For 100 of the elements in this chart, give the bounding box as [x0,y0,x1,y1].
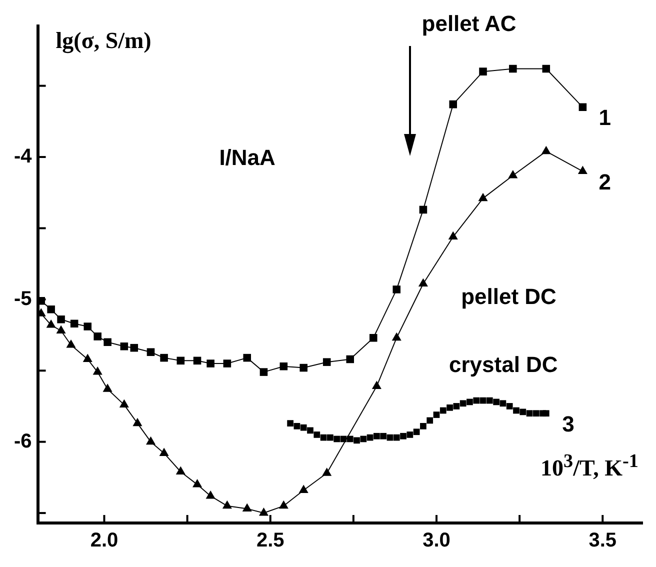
point [406,432,414,438]
point [130,344,138,352]
point [146,436,156,445]
series-label: 3 [562,411,574,436]
point [413,428,420,436]
point [420,422,426,430]
point [449,100,457,108]
point [466,398,473,406]
point [400,432,406,440]
point [56,325,66,334]
point [66,339,76,348]
point [94,332,102,340]
point [46,320,56,328]
point [448,231,458,240]
point [104,338,112,346]
point [206,360,214,368]
x-tick-label: 2.5 [256,530,284,552]
point [70,320,78,328]
point [372,380,382,390]
annotation: I/NaA [219,145,276,172]
point [132,418,142,426]
y-tick-label: -5 [14,288,32,310]
series-label: 1 [598,105,611,130]
point [500,400,506,407]
point [419,206,428,214]
point [374,432,380,440]
point [222,500,232,509]
point [287,420,294,426]
point [192,479,202,488]
point [307,427,314,434]
point [460,400,466,407]
point [160,354,168,362]
series-label: 2 [598,169,611,194]
point [193,356,202,365]
point [513,407,520,414]
point [176,356,185,365]
annotation: crystal DC [448,352,558,378]
point [300,424,307,431]
point [360,436,367,442]
point [120,342,128,350]
point [294,422,300,430]
annotation: pellet DC [461,284,556,310]
point [453,403,460,410]
point [479,68,487,76]
point [102,384,112,392]
point [446,404,453,411]
point [82,354,92,362]
point [440,407,446,414]
y-tick-label: -6 [14,430,32,452]
point [243,354,251,362]
point [334,436,340,442]
point [520,408,526,416]
point [322,468,332,476]
x-tick-label: 3.5 [588,530,617,552]
point [380,432,387,440]
point [84,322,92,330]
point [159,448,169,456]
point [346,436,354,442]
point [92,366,102,375]
point [326,434,334,441]
point [493,398,500,406]
point [541,146,551,154]
y-axis-title: lg(σ, S/m) [56,28,152,54]
point [223,360,232,368]
point [258,508,268,516]
point [508,170,518,178]
point [426,417,434,424]
point [532,410,540,417]
point [314,432,320,438]
point [486,397,493,404]
point [578,103,587,112]
point [418,278,428,287]
point [393,434,400,441]
point [392,286,401,294]
point [506,403,513,410]
point [473,397,480,404]
point [578,166,588,174]
point [176,466,186,474]
point [280,362,288,370]
x-axis-title: 10$^{3}$/T, K$^{-1}$ [540,451,638,482]
point [260,368,268,376]
point [542,64,550,73]
point [146,348,155,356]
point [542,410,550,417]
point [509,64,517,73]
point [300,364,308,372]
point [119,399,129,408]
point [298,484,308,493]
point [57,315,65,324]
point [322,358,331,366]
x-tick-label: 2.0 [90,530,118,552]
x-tick-label: 3.0 [422,530,450,552]
point [354,437,360,444]
point [478,192,488,202]
point [369,334,378,342]
y-tick-label: -4 [14,146,33,168]
point [47,306,55,314]
point [242,503,252,512]
annotation: pellet AC [422,11,516,38]
point [526,410,533,417]
